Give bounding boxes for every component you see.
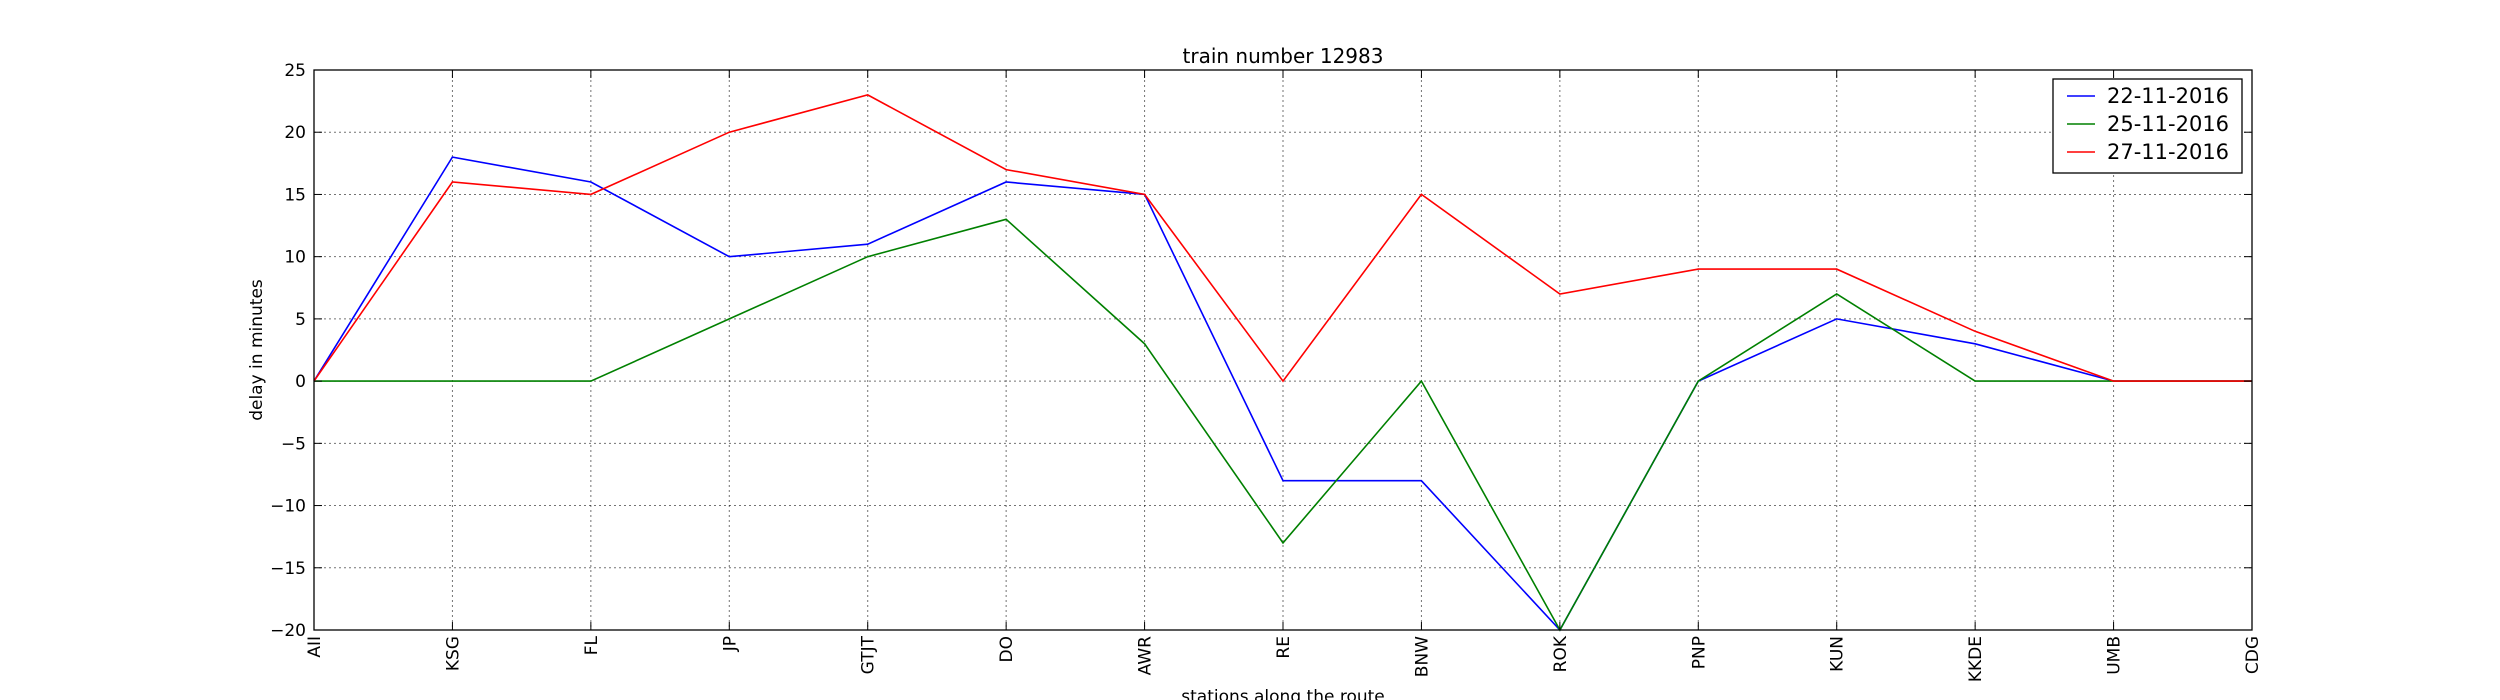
legend-label: 27-11-2016 bbox=[2107, 140, 2229, 164]
x-tick-label: ROK bbox=[1551, 635, 1571, 672]
series-line bbox=[313, 94, 2252, 383]
x-tick-label: RE bbox=[1274, 636, 1294, 659]
y-tick-label: 15 bbox=[284, 185, 306, 205]
x-tick-label: AWR bbox=[1136, 636, 1156, 676]
legend: 22-11-2016 25-11-2016 27-11-2016 bbox=[2052, 78, 2243, 174]
y-tick-label: 10 bbox=[284, 248, 306, 268]
x-axis-title: stations along the route bbox=[1181, 687, 1385, 700]
x-tick-label: JP bbox=[720, 636, 740, 652]
series-line bbox=[314, 218, 2252, 632]
y-tick-label: −5 bbox=[281, 434, 306, 454]
series-line bbox=[313, 156, 2252, 632]
y-tick-label: 25 bbox=[284, 61, 306, 81]
x-axis: AII KSG FL JP GTJT DO AWR RE BNW ROK PNP KUN KKDE UMB… bbox=[305, 70, 2263, 682]
y-axis: −20 −15 −10 −5 0 5 10 15 20 25 bbox=[270, 61, 2252, 641]
x-tick-label: AII bbox=[305, 636, 325, 658]
series-lines bbox=[313, 94, 2252, 632]
y-tick-label: 20 bbox=[284, 123, 306, 143]
x-tick-label: PNP bbox=[1689, 636, 1709, 669]
x-tick-label: KUN bbox=[1828, 636, 1848, 672]
x-tick-label: DO bbox=[997, 636, 1017, 662]
x-tick-label: KSG bbox=[443, 636, 463, 671]
legend-box bbox=[2052, 78, 2243, 174]
legend-label: 25-11-2016 bbox=[2107, 112, 2229, 136]
chart-title: train number 12983 bbox=[1183, 44, 1384, 68]
y-tick-label: −10 bbox=[270, 497, 306, 517]
y-tick-label: −15 bbox=[270, 559, 306, 579]
y-tick-label: −20 bbox=[270, 621, 306, 641]
x-tick-label: FL bbox=[582, 635, 602, 655]
x-tick-label: UMB bbox=[2105, 636, 2125, 675]
x-tick-label: CDG bbox=[2243, 636, 2263, 674]
legend-label: 22-11-2016 bbox=[2107, 84, 2229, 108]
y-tick-label: 0 bbox=[295, 372, 306, 392]
y-axis-title: delay in minutes bbox=[247, 279, 267, 421]
x-tick-label: KKDE bbox=[1966, 636, 1986, 682]
x-tick-label: GTJT bbox=[859, 635, 879, 674]
y-tick-label: 5 bbox=[295, 310, 306, 330]
x-tick-label: BNW bbox=[1412, 636, 1432, 677]
